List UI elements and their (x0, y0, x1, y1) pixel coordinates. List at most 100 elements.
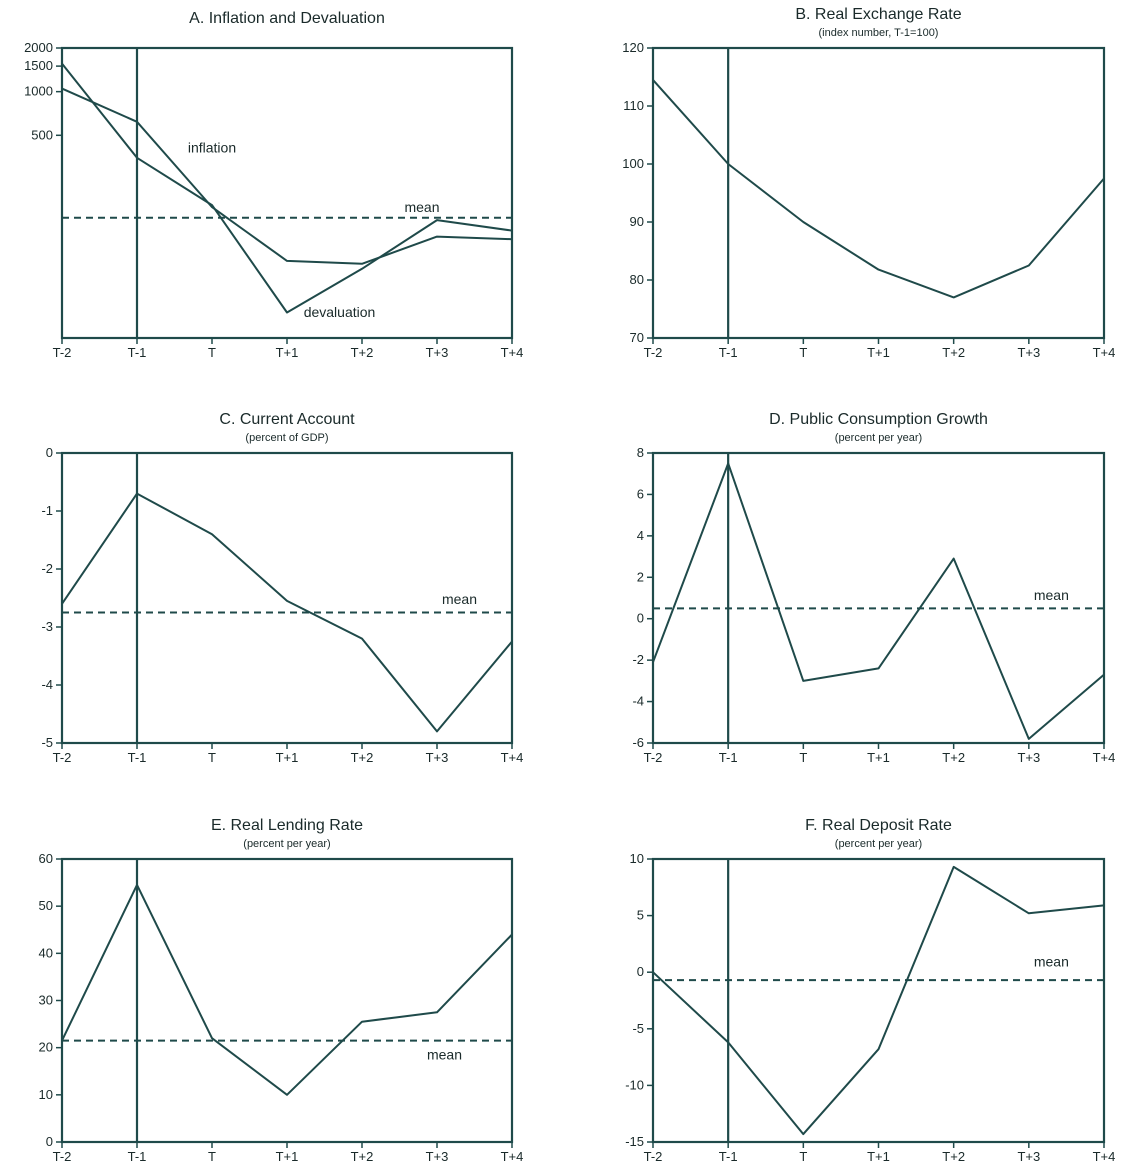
y-tick-label: -15 (625, 1134, 644, 1149)
x-tick-label: T (208, 345, 216, 360)
series-line (652, 79, 1105, 299)
y-tick-label: 10 (630, 851, 644, 866)
y-tick-label: 30 (39, 993, 53, 1008)
y-tick-label: -5 (41, 735, 53, 750)
annotation-label: inflation (188, 140, 236, 156)
x-tick-label: T-1 (128, 750, 147, 765)
y-tick-label: 0 (46, 1134, 53, 1149)
chart-title: A. Inflation and Devaluation (189, 10, 385, 27)
x-tick-label: T+3 (426, 1149, 449, 1164)
x-tick-label: T+2 (942, 1149, 965, 1164)
x-tick-label: T+2 (351, 1149, 374, 1164)
y-tick-label: -4 (41, 677, 53, 692)
x-tick-label: T-2 (53, 750, 72, 765)
y-tick-label: 80 (630, 272, 644, 287)
panel-f: F. Real Deposit Rate (percent per year) 10… (625, 817, 1115, 1164)
plot-frame (651, 46, 1106, 340)
y-tick-label: 0 (46, 445, 53, 460)
x-tick-label: T+2 (942, 345, 965, 360)
x-tick-label: T-2 (644, 345, 663, 360)
x-tick-label: T-2 (644, 1149, 663, 1164)
x-tick-label: T (208, 1149, 216, 1164)
y-tick-label: 20 (39, 1040, 53, 1055)
annotation-label: mean (427, 1046, 462, 1062)
x-tick-label: T+3 (426, 345, 449, 360)
x-tick-label: T+4 (1093, 345, 1116, 360)
x-tick-label: T+4 (501, 750, 524, 765)
x-tick-label: T (208, 750, 216, 765)
y-tick-label: -3 (41, 619, 53, 634)
x-tick-label: T-2 (53, 1149, 72, 1164)
y-tick-label: 0 (637, 611, 644, 626)
chart-title: D. Public Consumption Growth (769, 411, 988, 428)
y-tick-label: 2 (637, 569, 644, 584)
x-tick-label: T+2 (351, 345, 374, 360)
x-tick-label: T+1 (867, 345, 890, 360)
x-tick-label: T-1 (128, 345, 147, 360)
chart-title: B. Real Exchange Rate (795, 6, 961, 23)
x-tick-label: T+4 (1093, 1149, 1116, 1164)
annotation-label: mean (404, 199, 439, 215)
series-line (652, 462, 1105, 740)
chart-subtitle: (index number, T-1=100) (819, 27, 939, 39)
panel-b: B. Real Exchange Rate (index number, T-1=… (622, 6, 1115, 360)
x-tick-label: T+4 (501, 345, 524, 360)
x-tick-label: T+2 (351, 750, 374, 765)
y-tick-label: -4 (632, 694, 644, 709)
x-tick-label: T+1 (867, 1149, 890, 1164)
annotation-label: mean (442, 591, 477, 607)
x-tick-label: T (799, 345, 807, 360)
x-tick-label: T-1 (128, 1149, 147, 1164)
y-tick-label: 4 (637, 528, 644, 543)
y-tick-label: 2000 (24, 40, 53, 55)
x-tick-label: T (799, 1149, 807, 1164)
panel-c: C. Current Account (percent of GDP) 0 -1 -2 -… (41, 411, 523, 765)
chart-title: F. Real Deposit Rate (805, 817, 952, 834)
y-tick-label: 50 (39, 898, 53, 913)
panel-a: A. Inflation and Devaluation 2000 1500 1000… (24, 10, 523, 360)
y-tick-label: 70 (630, 330, 644, 345)
y-tick-label: 110 (623, 98, 644, 113)
x-tick-label: T+1 (867, 750, 890, 765)
y-tick-label: 120 (622, 40, 644, 55)
y-tick-label: 40 (39, 945, 53, 960)
y-tick-label: 100 (622, 156, 644, 171)
y-tick-label: 90 (630, 214, 644, 229)
x-tick-label: T-2 (644, 750, 663, 765)
y-tick-label: 1000 (24, 84, 53, 99)
x-tick-label: T+2 (942, 750, 965, 765)
y-tick-label: -2 (632, 652, 644, 667)
x-tick-label: T+1 (276, 750, 299, 765)
x-tick-label: T+1 (276, 345, 299, 360)
y-tick-label: 500 (31, 127, 53, 142)
y-tick-label: 0 (637, 964, 644, 979)
x-tick-label: T+3 (1017, 345, 1040, 360)
x-tick-label: T-1 (719, 345, 738, 360)
y-tick-label: -5 (632, 1021, 644, 1036)
chart-subtitle: (percent of GDP) (245, 432, 328, 444)
y-tick-label: -6 (632, 735, 644, 750)
y-tick-label: 60 (39, 851, 53, 866)
series-line-inflation (61, 87, 513, 265)
series-line (652, 865, 1105, 1136)
y-tick-label: -10 (625, 1077, 644, 1092)
plot-frame (651, 857, 1106, 1144)
y-tick-label: -1 (41, 503, 53, 518)
annotation-label: devaluation (304, 304, 376, 320)
chart-title: C. Current Account (219, 411, 355, 428)
annotation-label: mean (1034, 954, 1069, 970)
chart-title: E. Real Lending Rate (211, 817, 363, 834)
series-line (61, 883, 513, 1096)
y-tick-label: 6 (637, 486, 644, 501)
x-tick-label: T+4 (1093, 750, 1116, 765)
panel-e: E. Real Lending Rate (percent per year) 60… (39, 817, 524, 1164)
y-tick-label: 1500 (24, 58, 53, 73)
panel-d: D. Public Consumption Growth (percent per… (632, 411, 1115, 765)
y-tick-label: 10 (39, 1087, 53, 1102)
x-tick-label: T+3 (426, 750, 449, 765)
x-tick-label: T+4 (501, 1149, 524, 1164)
x-tick-label: T+3 (1017, 1149, 1040, 1164)
x-tick-label: T+3 (1017, 750, 1040, 765)
x-tick-label: T+1 (276, 1149, 299, 1164)
series-line-devaluation (61, 62, 513, 314)
